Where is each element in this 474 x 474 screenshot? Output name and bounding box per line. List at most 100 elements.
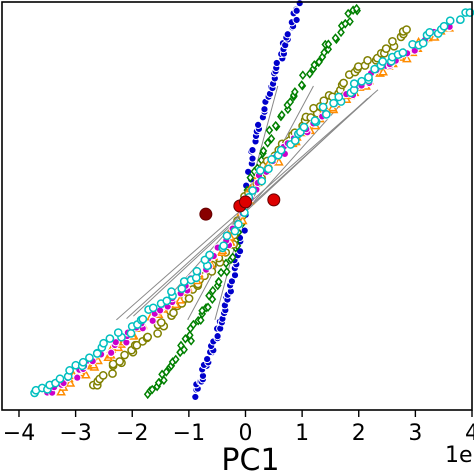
data-point	[196, 315, 205, 326]
data-point	[156, 318, 166, 327]
data-point	[337, 27, 345, 38]
data-point	[115, 357, 125, 366]
data-point	[222, 266, 231, 277]
data-point	[263, 138, 272, 148]
data-point	[425, 27, 435, 37]
data-point	[292, 15, 301, 25]
data-point	[167, 287, 176, 296]
data-point	[230, 226, 240, 236]
data-point	[205, 250, 214, 260]
data-point	[228, 252, 237, 262]
data-point	[318, 102, 328, 112]
data-point	[445, 16, 455, 26]
data-point	[271, 120, 280, 131]
data-point	[297, 80, 306, 90]
data-point	[439, 21, 449, 31]
data-point	[162, 367, 171, 377]
data-point	[214, 277, 223, 287]
data-point	[92, 349, 102, 358]
data-point	[189, 319, 198, 330]
data-point	[219, 241, 228, 251]
x-tick-label: −2	[116, 421, 148, 446]
data-point	[177, 340, 185, 351]
data-point	[352, 3, 361, 14]
data-point	[222, 231, 232, 241]
data-point	[171, 354, 180, 365]
data-point	[187, 336, 195, 346]
data-point	[402, 25, 411, 34]
data-point	[305, 69, 314, 79]
data-point	[248, 145, 257, 155]
data-point	[205, 290, 213, 301]
data-point	[162, 296, 172, 306]
chart-marks	[30, 0, 474, 402]
centroid-point	[238, 195, 252, 209]
data-point	[248, 154, 257, 163]
data-point	[292, 6, 301, 15]
data-point	[153, 329, 162, 338]
data-point	[283, 30, 292, 39]
data-point	[169, 308, 178, 318]
x-tick-label: 2	[352, 421, 366, 446]
data-point	[65, 366, 74, 375]
data-point	[78, 357, 88, 367]
data-point	[234, 219, 243, 229]
data-point	[73, 373, 82, 382]
data-point	[126, 329, 136, 338]
data-point	[276, 145, 286, 155]
data-point	[85, 353, 94, 363]
data-point	[265, 125, 274, 136]
data-point	[401, 53, 412, 63]
data-point	[363, 56, 372, 65]
data-point	[148, 316, 157, 325]
data-point	[298, 70, 307, 80]
data-point	[344, 8, 352, 19]
x-axis-exponent-label: 1e	[445, 443, 473, 468]
data-point	[213, 332, 222, 341]
data-point	[329, 98, 338, 108]
data-point	[398, 48, 408, 58]
data-point	[346, 16, 354, 27]
data-point	[105, 334, 115, 343]
data-point	[257, 176, 267, 186]
data-point	[148, 303, 158, 313]
data-point	[175, 294, 185, 304]
x-tick-label: 4	[465, 421, 474, 446]
data-point	[357, 76, 367, 86]
data-point	[255, 166, 265, 175]
data-point	[132, 340, 142, 350]
data-point	[286, 97, 295, 107]
data-point	[217, 267, 225, 278]
data-point	[154, 377, 163, 388]
data-point	[56, 386, 66, 396]
data-point	[181, 333, 190, 344]
data-point	[81, 369, 91, 379]
data-point	[55, 374, 65, 384]
data-point	[370, 64, 380, 74]
data-point	[418, 38, 428, 48]
data-point	[324, 39, 333, 50]
data-point	[230, 271, 240, 280]
data-point	[260, 105, 269, 114]
x-tick-label: −3	[59, 421, 91, 446]
x-tick-label: −1	[173, 421, 205, 446]
x-tick-label: −4	[3, 421, 35, 446]
centroid-point	[267, 193, 281, 207]
data-point	[107, 348, 116, 357]
data-point	[160, 375, 168, 386]
data-point	[310, 116, 320, 125]
data-point	[339, 78, 348, 88]
data-point	[191, 392, 200, 402]
data-point	[267, 155, 277, 164]
data-point	[331, 33, 340, 43]
data-point	[177, 284, 187, 294]
data-point	[456, 15, 465, 24]
data-point	[274, 156, 284, 166]
data-point	[148, 384, 157, 395]
data-point	[204, 302, 212, 313]
data-point	[349, 79, 359, 88]
data-point	[267, 133, 276, 144]
x-tick-label: 3	[408, 421, 422, 446]
data-point	[185, 330, 194, 341]
